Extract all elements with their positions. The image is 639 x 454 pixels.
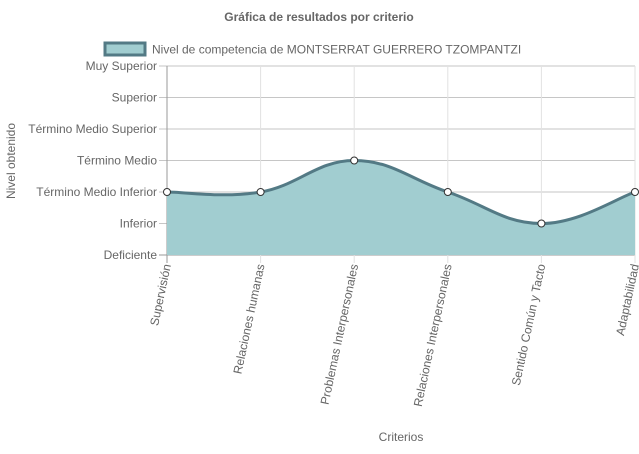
x-tick-label: Adaptabilidad [613, 263, 639, 337]
series-fill [167, 160, 635, 255]
y-tick-label: Término Medio [77, 154, 157, 168]
data-point [163, 188, 171, 196]
data-point [537, 219, 546, 228]
data-points [163, 156, 639, 228]
x-axis-ticks: Supervisión Relaciones humanas Problemas I… [147, 262, 639, 407]
x-axis-title: Criterios [379, 430, 424, 444]
y-tick-label: Superior [112, 91, 157, 105]
y-tick-label: Deficiente [104, 248, 158, 262]
series-area [166, 159, 636, 255]
x-tick-label: Relaciones Interpersonales [411, 263, 455, 408]
legend-swatch [103, 41, 147, 57]
y-axis-title: Nivel obtenido [4, 123, 18, 199]
y-tick-label: Inferior [120, 217, 157, 231]
y-tick-label: Muy Superior [86, 59, 157, 73]
legend[interactable]: Nivel de competencia de MONTSERRAT GUERR… [103, 41, 521, 57]
y-tick-label: Término Medio Superior [28, 122, 157, 136]
y-axis-ticks: Deficiente Inferior Término Medio Inferior… [28, 59, 157, 262]
legend-label: Nivel de competencia de MONTSERRAT GUERR… [152, 43, 521, 57]
y-tick-label: Término Medio Inferior [36, 185, 157, 199]
chart-title: Gráfica de resultados por criterio [224, 10, 413, 24]
x-tick-label: Relaciones humanas [231, 263, 268, 376]
data-point [443, 188, 452, 196]
data-point [631, 188, 639, 196]
data-point [350, 156, 359, 165]
x-tick-label: Supervisión [147, 263, 174, 327]
x-tick-label: Sentido Común y Tacto [509, 262, 549, 386]
x-tick-label: Problemas Interpersonales [318, 263, 362, 406]
data-point [256, 188, 265, 196]
